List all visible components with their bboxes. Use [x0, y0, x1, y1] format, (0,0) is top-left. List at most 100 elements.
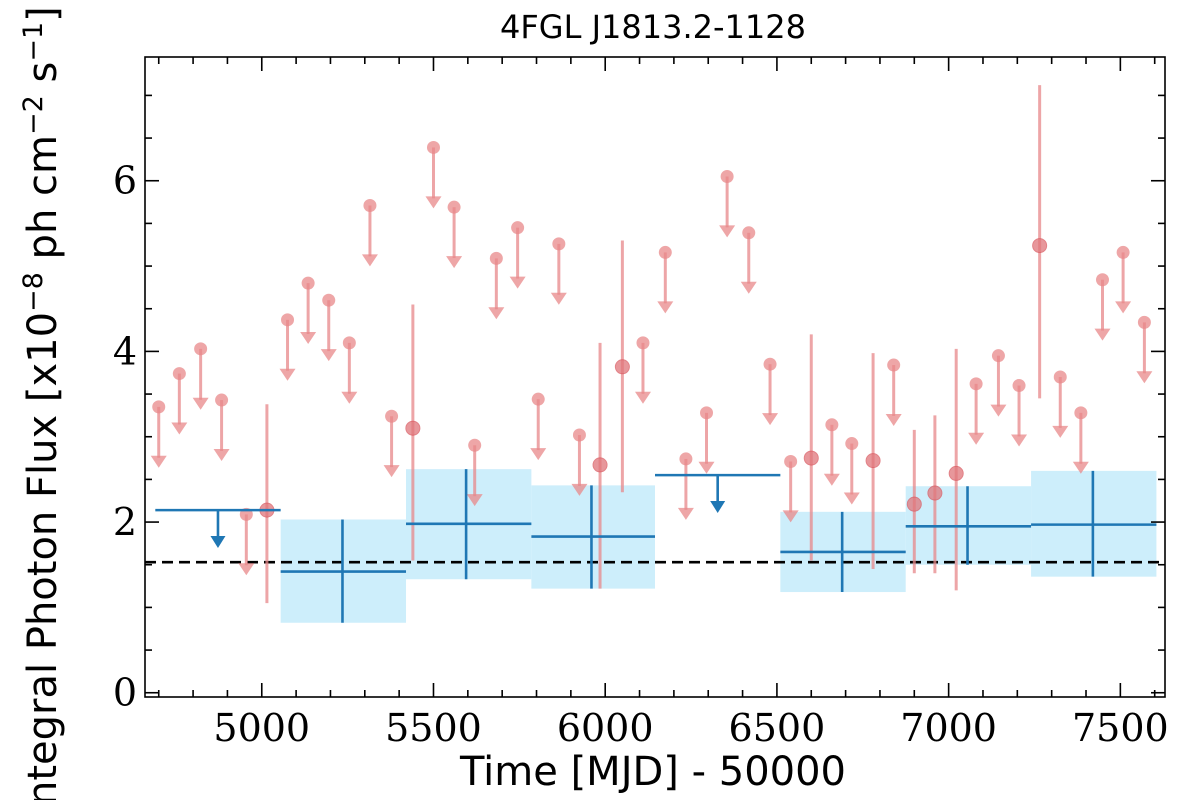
coarse-upper-limit-arrowhead	[710, 501, 726, 513]
detection-marker	[405, 420, 421, 436]
upper-limit-arrowhead	[279, 368, 296, 381]
y-axis-label-exp3: −1	[18, 22, 49, 62]
upper-limit-marker	[784, 454, 798, 468]
detection-marker	[614, 359, 630, 375]
coarse-upper-limit-arrowhead	[210, 535, 226, 548]
detection-marker	[948, 465, 964, 481]
upper-limit-arrowhead	[762, 413, 779, 426]
upper-limit-arrowhead	[1011, 434, 1028, 447]
upper-limit-arrowhead	[657, 301, 674, 314]
upper-limit-arrowhead	[698, 461, 715, 474]
upper-limit-arrowhead	[425, 196, 442, 209]
upper-limit-marker	[763, 357, 777, 371]
upper-limit-marker	[1053, 370, 1067, 384]
upper-limit-marker	[720, 169, 734, 183]
y-axis-label-exp2: −2	[18, 95, 49, 135]
upper-limit-arrowhead	[1136, 371, 1153, 384]
fine-binned-series	[150, 85, 1153, 604]
upper-limit-marker	[301, 276, 315, 290]
upper-limit-arrowhead	[968, 432, 985, 445]
upper-limit-arrowhead	[446, 256, 463, 269]
upper-limit-marker	[531, 392, 545, 406]
upper-limit-arrowhead	[823, 473, 840, 486]
detection-marker	[1032, 238, 1048, 254]
upper-limit-marker	[447, 200, 461, 214]
upper-limit-marker	[552, 237, 566, 251]
upper-limit-arrowhead	[571, 483, 588, 496]
coarse-binned-series	[155, 469, 1157, 623]
upper-limit-arrowhead	[1052, 425, 1069, 438]
upper-limit-arrowhead	[509, 276, 526, 289]
x-tick-label: 6500	[729, 706, 826, 750]
upper-limit-arrowhead	[488, 307, 505, 320]
upper-limit-marker	[152, 400, 166, 414]
upper-limit-arrowhead	[740, 281, 757, 294]
x-tick-label: 7500	[1072, 706, 1169, 750]
y-tick-label: 4	[113, 329, 137, 373]
upper-limit-marker	[658, 245, 672, 259]
upper-limit-marker	[991, 349, 1005, 363]
upper-limit-arrowhead	[320, 349, 337, 362]
upper-limit-marker	[426, 140, 440, 154]
detection-marker	[906, 496, 922, 512]
upper-limit-marker	[572, 428, 586, 442]
upper-limit-marker	[363, 198, 377, 212]
upper-limit-arrowhead	[238, 563, 255, 576]
x-axis-label: Time [MJD] - 50000	[459, 749, 846, 795]
upper-limit-marker	[215, 393, 229, 407]
upper-limit-marker	[679, 452, 693, 466]
chart-title: 4FGL J1813.2-1128	[500, 8, 806, 46]
upper-limit-arrowhead	[150, 455, 167, 468]
upper-limit-arrowhead	[383, 465, 400, 478]
upper-limit-arrowhead	[719, 225, 736, 238]
upper-limit-arrowhead	[171, 422, 188, 435]
upper-limit-marker	[172, 367, 186, 381]
upper-limit-arrowhead	[782, 510, 799, 523]
upper-limit-arrowhead	[361, 254, 378, 267]
upper-limit-marker	[342, 336, 356, 350]
x-tick-label: 6000	[557, 706, 654, 750]
x-tick-label: 5500	[385, 706, 482, 750]
upper-limit-arrowhead	[530, 448, 547, 461]
upper-limit-arrowhead	[1094, 328, 1111, 341]
detection-marker	[803, 450, 819, 466]
plot-frame	[144, 56, 1166, 698]
upper-limit-marker	[1012, 379, 1026, 393]
upper-limit-marker	[1095, 273, 1109, 287]
upper-limit-arrowhead	[300, 332, 317, 345]
upper-limit-marker	[887, 358, 901, 372]
y-axis-label-close: ]	[20, 6, 66, 22]
upper-limit-arrowhead	[634, 391, 651, 404]
y-tick-label: 2	[113, 500, 137, 544]
upper-limit-marker	[489, 251, 503, 265]
upper-limit-marker	[636, 336, 650, 350]
detection-marker	[592, 457, 608, 473]
y-axis-label-units: ph cm	[20, 135, 66, 272]
upper-limit-marker	[194, 342, 208, 356]
axis-ticks	[145, 57, 1165, 697]
upper-limit-arrowhead	[341, 391, 358, 404]
upper-limit-marker	[700, 406, 714, 420]
upper-limit-marker	[1137, 315, 1151, 329]
upper-limit-marker	[742, 226, 756, 240]
upper-limit-marker	[281, 313, 295, 327]
y-tick-label: 6	[113, 159, 137, 203]
upper-limit-marker	[468, 438, 482, 452]
y-axis-label-units2: s	[20, 62, 66, 96]
upper-limit-marker	[825, 418, 839, 432]
upper-limit-arrowhead	[1115, 301, 1132, 314]
upper-limit-marker	[1074, 406, 1088, 420]
upper-limit-marker	[845, 437, 859, 451]
upper-limit-arrowhead	[843, 492, 860, 505]
upper-limit-marker	[511, 221, 525, 235]
upper-limit-arrowhead	[550, 292, 567, 305]
upper-limit-arrowhead	[213, 448, 230, 461]
upper-limit-arrowhead	[1072, 461, 1089, 474]
x-tick-labels: 5000 5500 6000 6500 7000 7500	[213, 706, 1168, 750]
detection-marker	[927, 485, 943, 501]
upper-limit-marker	[1116, 245, 1130, 259]
upper-limit-marker	[969, 377, 983, 391]
y-axis-label: Integral Photon Flux [x10−8 ph cm−2 s−1]	[18, 6, 66, 800]
detection-marker	[865, 453, 881, 469]
